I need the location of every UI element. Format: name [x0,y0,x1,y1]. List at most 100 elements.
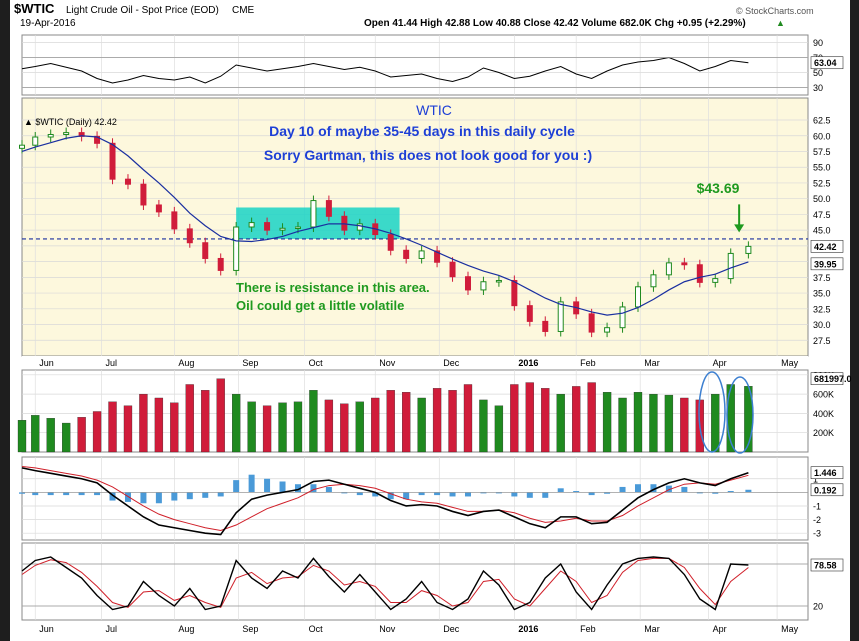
price-candle [588,313,595,333]
x-tick-label: Feb [580,358,596,368]
macd-histogram-bar [217,492,224,497]
x-tick-label: Apr [713,624,727,634]
moving-average-line [21,135,749,316]
price-candle [124,178,131,185]
volume-bar [154,397,164,453]
price-candle [480,281,487,291]
volume-circle-2 [726,376,754,454]
price-candle [526,305,533,322]
macd-histogram-bar [279,481,286,493]
price-candle [94,135,101,144]
macd-histogram-bar [233,480,240,493]
annotation-title: WTIC [416,102,452,118]
x-tick-label: Oct [309,358,324,368]
macd-histogram-bar [294,484,301,493]
volume-bar [587,382,596,453]
stoch-k-line [21,556,749,611]
macd-histogram-bar [341,492,348,494]
macd-ytick-label: -2 [813,515,821,525]
volume-bar [402,392,411,453]
macd-histogram-bar [186,492,193,500]
volume-panel: 800K600K400K200K681997.0 [17,369,852,454]
volume-bar [31,415,40,453]
stoch-plot-area [21,542,809,621]
price-candle [310,200,317,228]
xaxis-top-band [22,356,808,369]
annotation-resistance: There is resistance in this area. [236,280,430,295]
price-ytick-label: 37.5 [813,273,831,283]
volume-bar [340,403,349,453]
volume-bar [618,397,627,453]
ma-value-tag: 39.95 [814,259,837,269]
price-candle [248,222,255,228]
x-tick-label: Oct [309,624,324,634]
price-candle [341,215,348,231]
x-tick-label: Jul [105,358,117,368]
exchange-label: CME [232,5,255,16]
volume-plot-area [21,369,809,453]
price-candle [32,136,39,146]
macd-histogram-bar [19,492,25,494]
volume-bar [556,393,565,453]
volume-bar [232,393,241,453]
price-candle [294,226,301,229]
price-candle [511,279,518,307]
macd-histogram-bar [619,486,626,493]
price-ytick-label: 30.0 [813,320,831,330]
x-axis-bottom: Jun Jul Aug Sep Oct Nov Dec 2016 Feb Mar Apr May [22,622,808,635]
volume-bar [649,393,658,453]
price-candle [356,223,363,231]
rsi-panel: 9070503063.04 [21,34,844,96]
macd-histogram-bar [63,492,70,496]
symbol-label: $WTIC [14,1,55,16]
x-tick-label: Sep [242,624,258,634]
macd-line [21,467,749,536]
macd-histogram-bar [557,488,564,493]
x-tick-label: Jul [105,624,117,634]
macd-histogram-bar [480,492,487,494]
price-candle [434,250,441,263]
volume-circle-1 [698,371,726,453]
macd-histogram-bar [356,492,363,496]
price-candle [19,144,25,149]
macd-histogram-bar [94,492,101,496]
volume-bar [324,399,334,453]
volume-bar [92,411,102,453]
price-candle [665,262,672,276]
macd-histogram-bar [573,491,580,493]
macd-histogram-bar [325,486,332,493]
price-candle [418,250,425,259]
macd-panel: 1 -1 -2 -3 1.446 0.192 [19,456,844,541]
price-ytick-label: 27.5 [813,336,831,346]
macd-hist-tag-box [810,483,844,497]
macd-histogram-bar [32,492,39,496]
x-tick-label: 2016 [518,624,538,634]
macd-histogram-bar [434,492,441,496]
quote-stats: Open 41.44 High 42.88 Low 40.88 Close 42… [364,18,746,29]
last-close-tag-box [810,240,844,253]
volume-bar [201,390,210,453]
price-ytick-label: 50.0 [813,194,831,204]
macd-ytick-label: 1 [813,474,818,484]
price-candle [109,142,116,180]
macd-histogram-bar [542,492,549,498]
volume-bar [541,388,550,453]
price-candle [542,320,549,332]
price-ytick-label: 32.5 [813,304,831,314]
macd-histogram-bar [727,491,734,493]
price-candle [155,204,162,213]
macd-histogram-bar [387,492,394,500]
macd-histogram-bar [264,478,271,493]
price-candle [171,211,178,230]
price-candle [140,183,147,206]
x-tick-label: Feb [580,624,596,634]
volume-bar [77,417,86,453]
volume-bar [170,402,179,453]
x-tick-label: Jun [39,624,54,634]
volume-bar [123,405,133,453]
x-axis-price: Jun Jul Aug Sep Oct Nov Dec 2016 Feb Mar Apr May [22,356,808,369]
stoch-value-tag-box [810,558,844,572]
stoch-d-line [21,557,749,609]
macd-histogram-bar [511,492,518,497]
macd-histogram-bar [140,492,147,504]
